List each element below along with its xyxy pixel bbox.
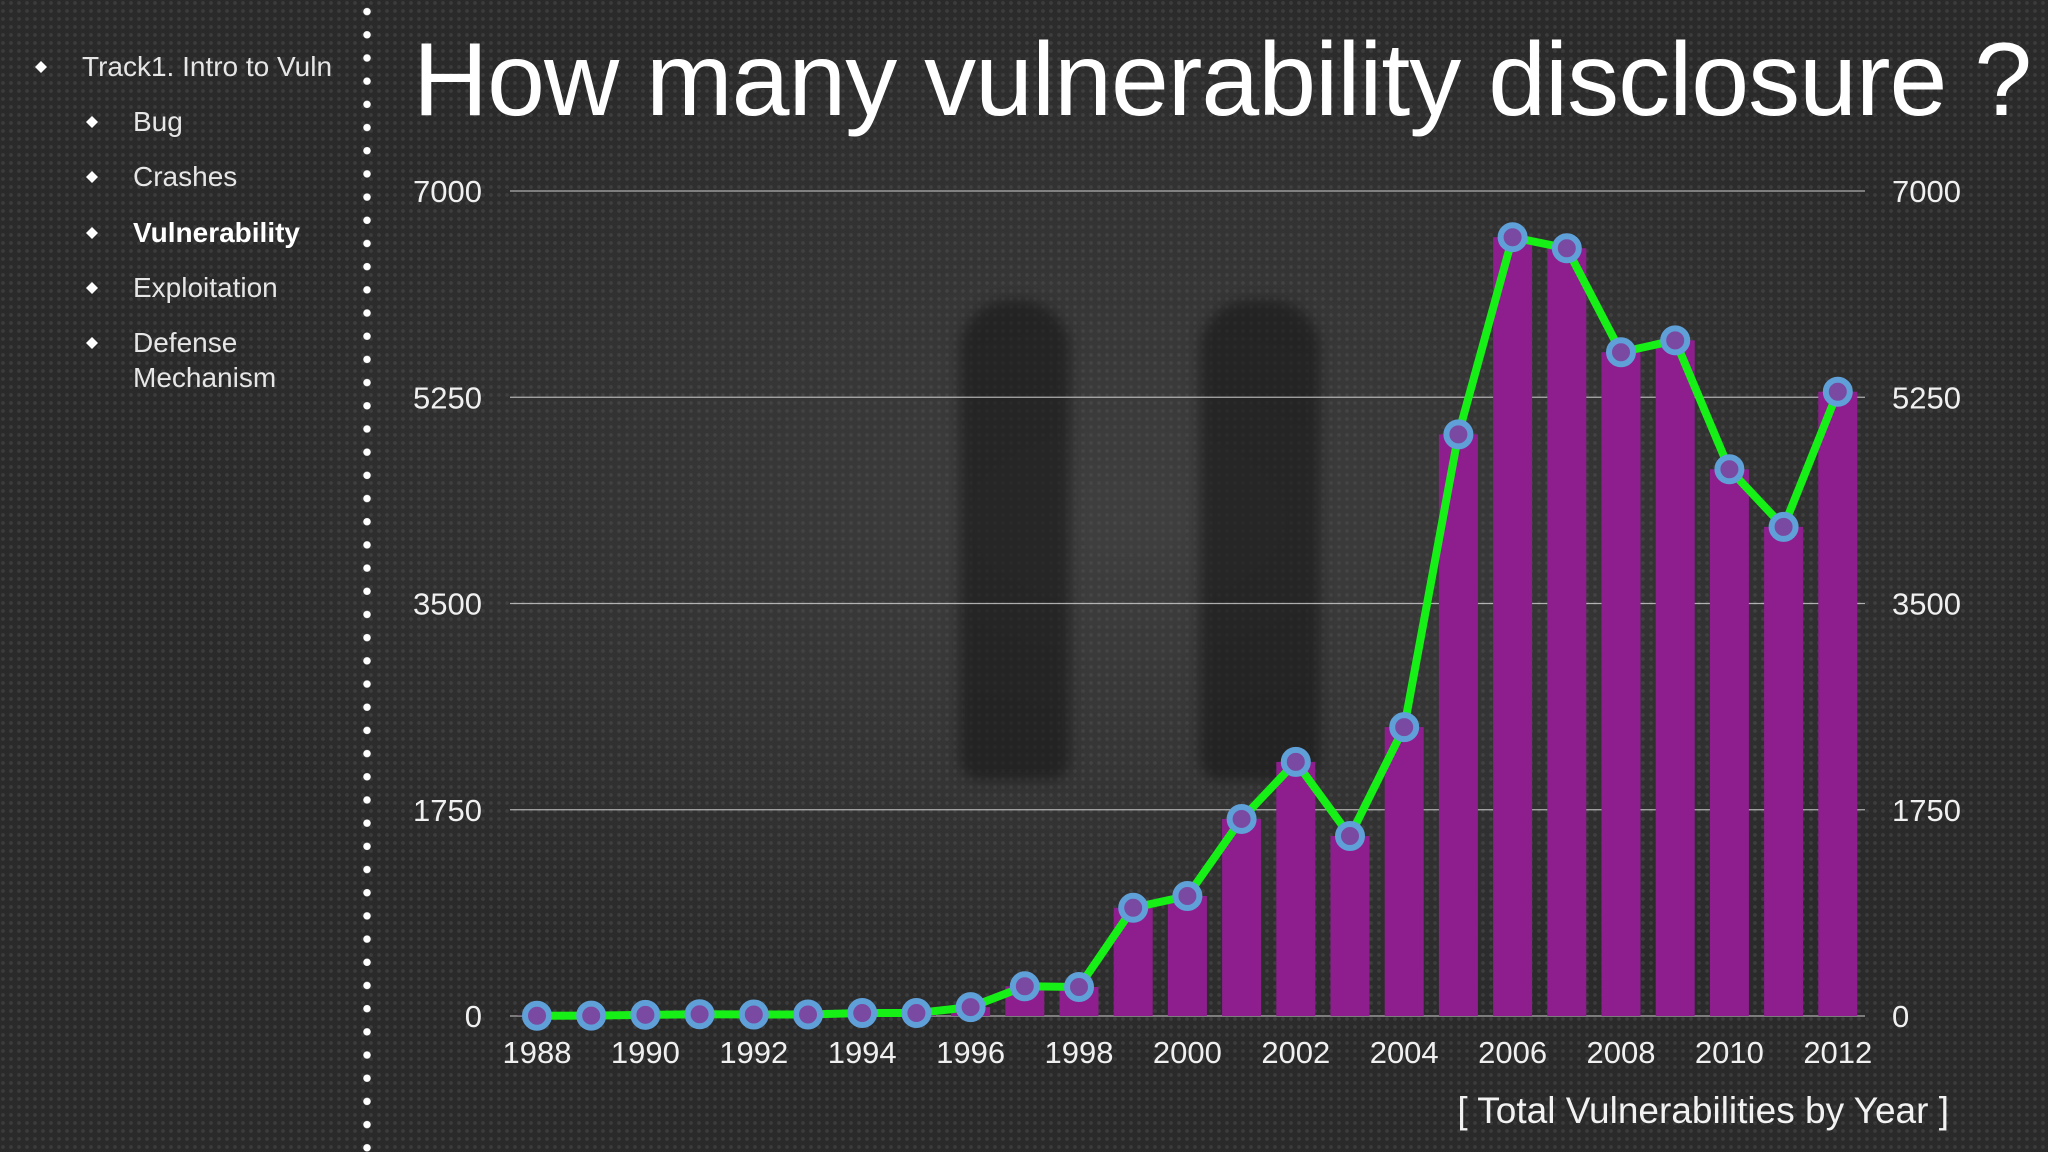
data-point xyxy=(955,992,986,1023)
data-point xyxy=(1497,222,1528,253)
bar xyxy=(1601,352,1641,1016)
y-tick-label-left: 3500 xyxy=(413,587,482,622)
y-tick-label-right: 3500 xyxy=(1892,587,1961,622)
bar xyxy=(1709,469,1749,1016)
x-tick-label: 2004 xyxy=(1370,1035,1439,1070)
dotted-divider xyxy=(363,0,371,1152)
bar xyxy=(1330,836,1370,1016)
background-silhouette-left xyxy=(960,300,1070,780)
sidebar-outline: Track1. Intro to Vuln Bug Crashes Vulner… xyxy=(0,0,360,1152)
x-tick-label: 1998 xyxy=(1045,1035,1114,1070)
background-silhouette-right xyxy=(1200,300,1320,780)
outline-item-label: Crashes xyxy=(133,161,238,192)
data-point xyxy=(1335,821,1365,852)
data-point xyxy=(1768,511,1799,542)
outline-item-label: Track1. Intro to Vuln xyxy=(82,51,333,82)
bar xyxy=(1547,248,1587,1016)
data-point xyxy=(1226,803,1257,834)
outline-item-label: Vulnerability xyxy=(133,217,301,248)
data-point xyxy=(1660,325,1691,356)
bar xyxy=(1167,896,1207,1016)
x-tick-label: 2008 xyxy=(1587,1035,1656,1070)
bar xyxy=(1818,391,1858,1017)
y-tick-label-left: 0 xyxy=(465,999,482,1034)
x-tick-label: 2012 xyxy=(1803,1035,1872,1070)
x-tick-label: 1988 xyxy=(503,1035,572,1070)
outline-item-track1[interactable]: Track1. Intro to Vuln xyxy=(34,49,333,84)
bar xyxy=(1438,434,1478,1016)
data-point xyxy=(1009,971,1040,1002)
y-tick-label-right: 1750 xyxy=(1892,793,1961,828)
data-point xyxy=(576,1000,607,1031)
data-point xyxy=(1064,972,1094,1003)
data-point xyxy=(1172,881,1203,912)
outline-item-exploitation[interactable]: Exploitation xyxy=(85,270,278,305)
x-tick-label: 1990 xyxy=(611,1035,680,1070)
data-point xyxy=(793,999,823,1030)
y-tick-label-right: 0 xyxy=(1892,999,1909,1034)
data-point xyxy=(1606,337,1636,368)
x-tick-label: 2000 xyxy=(1153,1035,1222,1070)
x-tick-label: 1994 xyxy=(828,1035,897,1070)
bar xyxy=(1222,818,1262,1016)
data-point xyxy=(738,999,769,1030)
data-point xyxy=(1443,419,1474,450)
data-point xyxy=(1551,233,1582,264)
data-point xyxy=(1389,712,1420,743)
bar xyxy=(1276,761,1316,1016)
y-tick-label-left: 1750 xyxy=(413,793,482,828)
bar xyxy=(1493,237,1533,1016)
outline-item-crashes[interactable]: Crashes xyxy=(85,159,238,194)
data-point xyxy=(1118,892,1149,923)
x-tick-label: 1992 xyxy=(719,1035,788,1070)
bar xyxy=(1384,727,1424,1016)
x-tick-label: 1996 xyxy=(936,1035,1005,1070)
outline-item-defense[interactable]: Defense Mechanism xyxy=(85,325,307,395)
bar xyxy=(1655,340,1695,1016)
chart-caption: [ Total Vulnerabilities by Year ] xyxy=(1457,1090,1949,1131)
y-tick-label-left: 5250 xyxy=(413,380,482,415)
x-tick-label: 2006 xyxy=(1478,1035,1547,1070)
page-title: How many vulnerability disclosure ? xyxy=(413,22,2032,138)
y-tick-label-right: 7000 xyxy=(1892,174,1961,209)
outline-item-vulnerability[interactable]: Vulnerability xyxy=(85,215,301,250)
data-point xyxy=(522,1000,552,1031)
x-tick-label: 2002 xyxy=(1261,1035,1330,1070)
data-point xyxy=(1280,746,1311,777)
data-point xyxy=(1822,376,1853,407)
data-point xyxy=(847,998,878,1029)
y-tick-label-right: 5250 xyxy=(1892,380,1961,415)
data-point xyxy=(901,998,932,1029)
data-point xyxy=(684,999,715,1030)
bar xyxy=(1764,526,1804,1016)
outline-item-label: Exploitation xyxy=(133,272,278,303)
outline-item-label: Defense Mechanism xyxy=(133,327,277,393)
data-point xyxy=(630,999,661,1030)
data-point xyxy=(1714,454,1745,485)
x-tick-label: 2010 xyxy=(1695,1035,1764,1070)
outline-item-bug[interactable]: Bug xyxy=(85,104,183,139)
y-tick-label-left: 7000 xyxy=(413,174,482,209)
outline-item-label: Bug xyxy=(133,106,183,137)
